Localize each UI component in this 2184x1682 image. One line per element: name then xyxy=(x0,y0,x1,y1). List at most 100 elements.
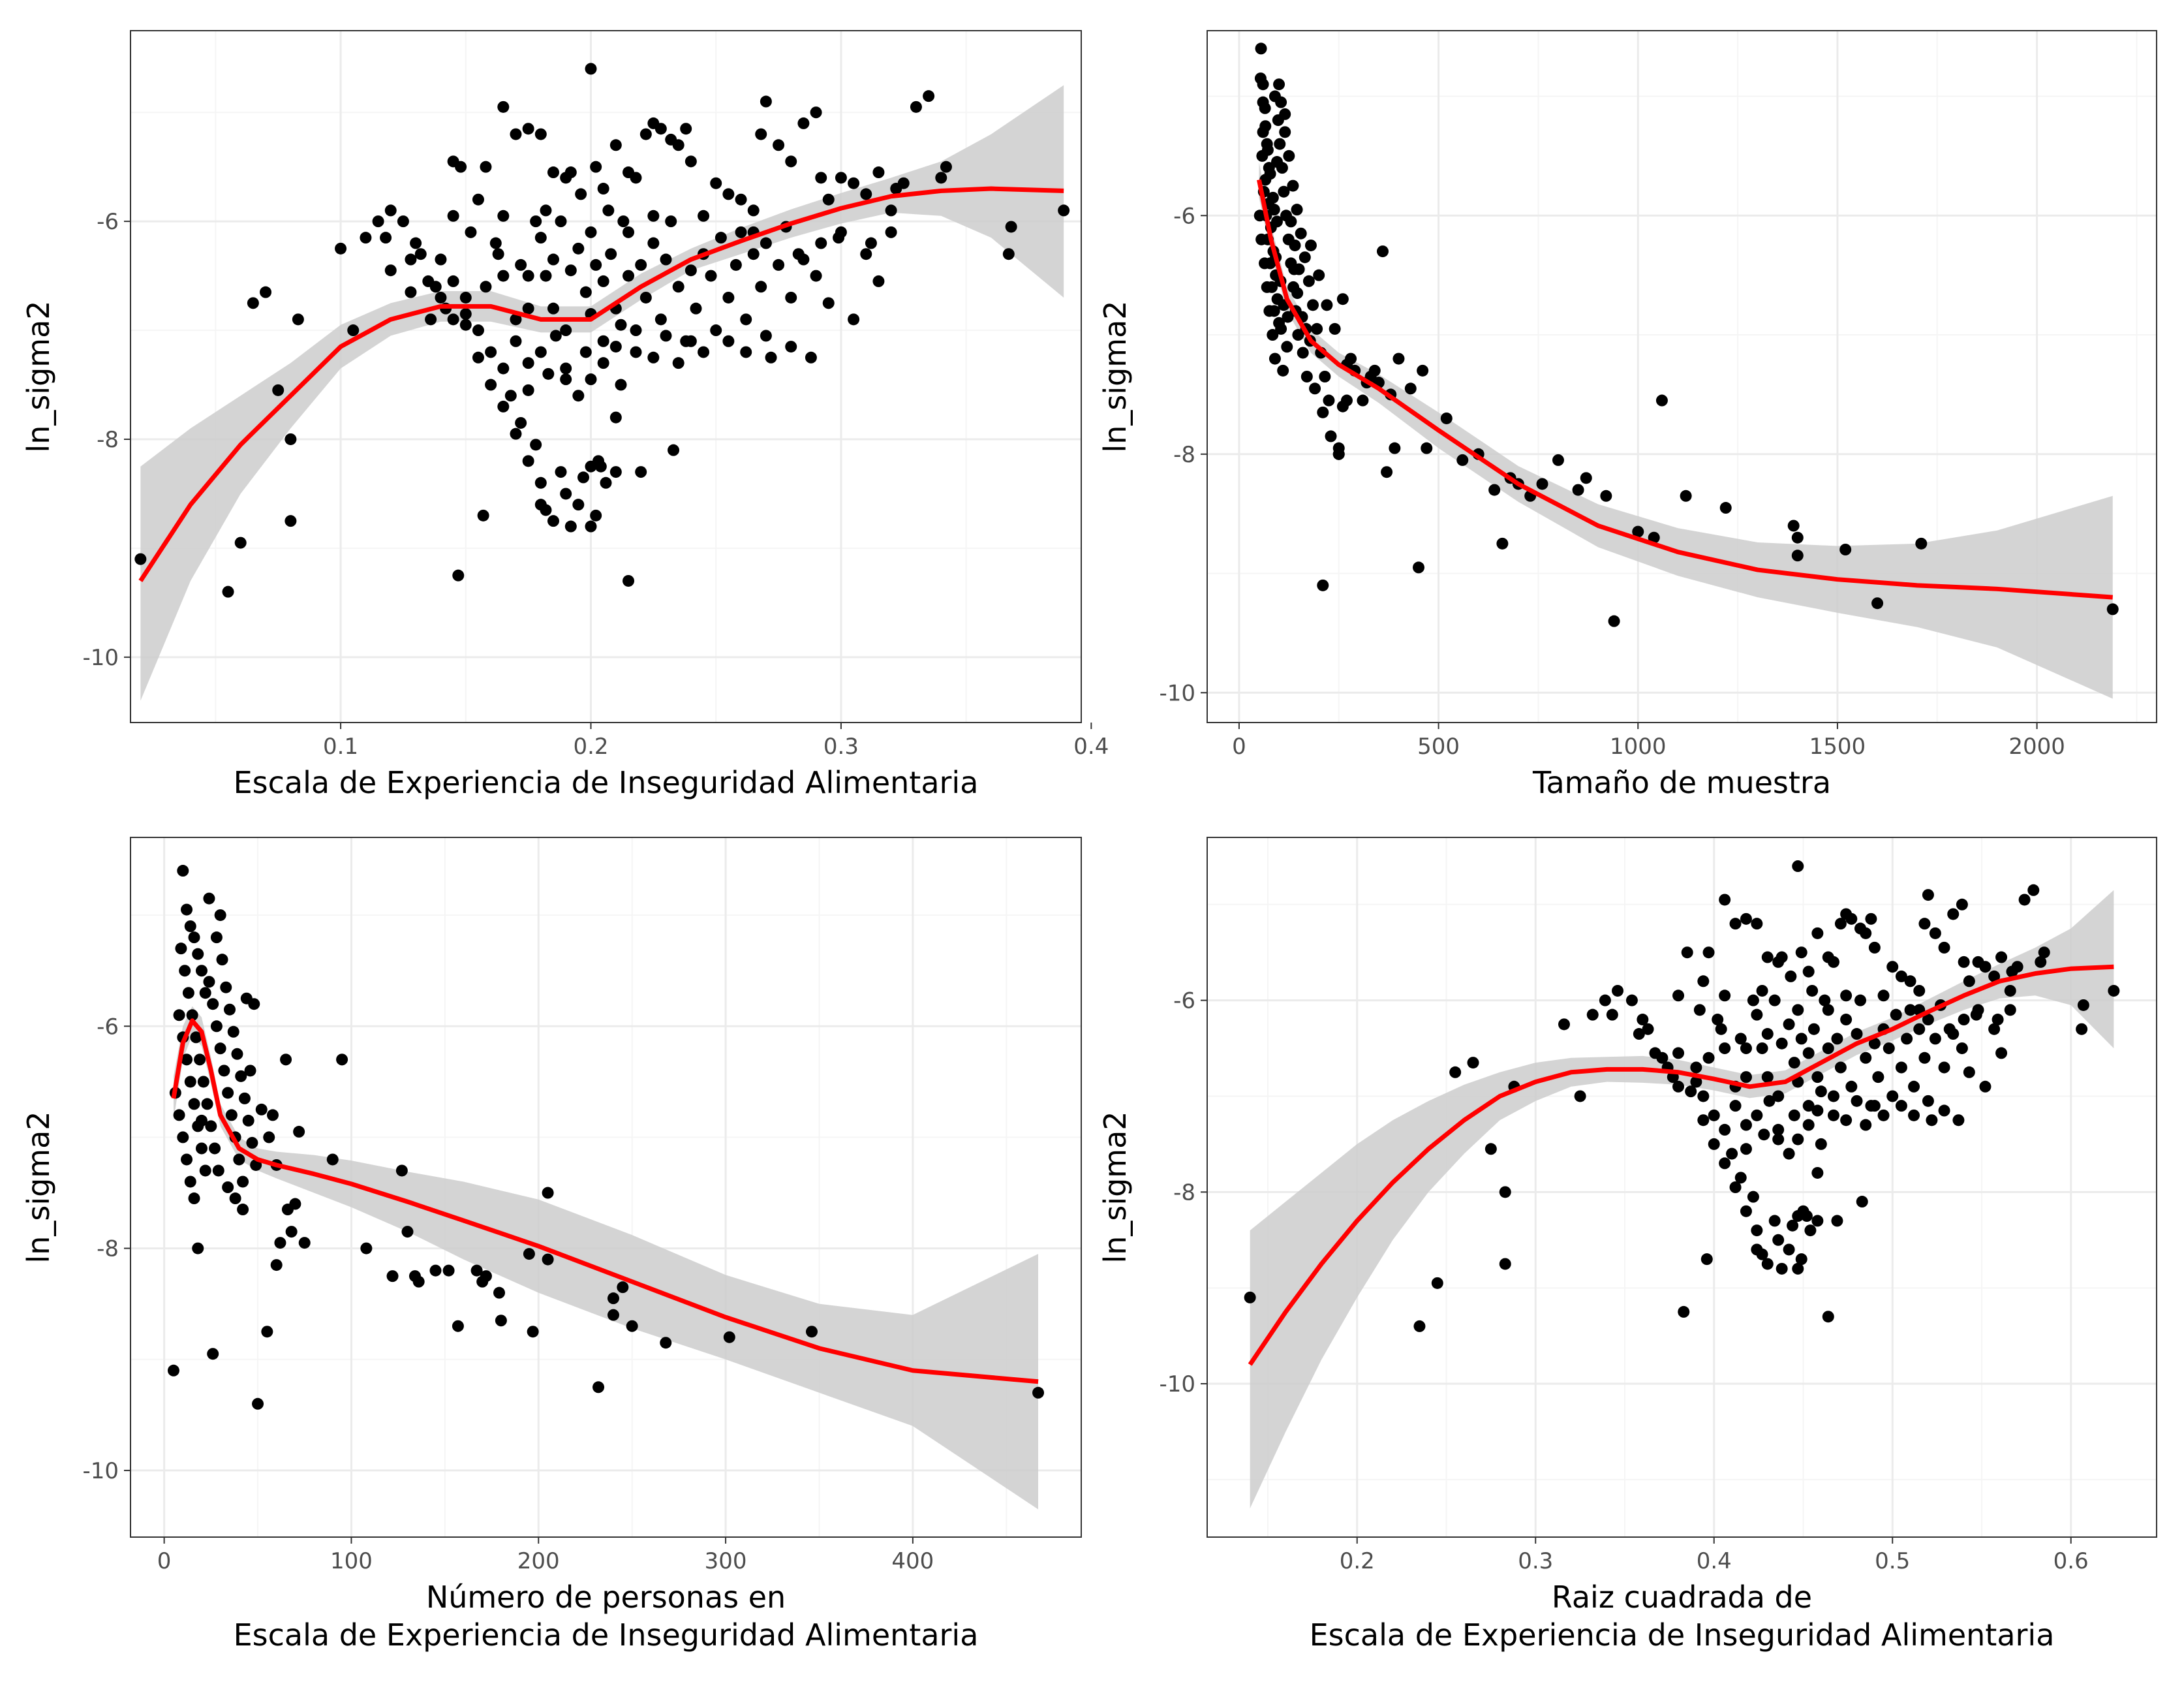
data-point xyxy=(1868,1100,1881,1112)
data-point xyxy=(785,341,797,353)
data-point xyxy=(1413,561,1425,574)
data-point xyxy=(199,1164,211,1177)
data-point xyxy=(1259,120,1272,132)
data-point xyxy=(1032,1386,1045,1399)
data-point xyxy=(233,1153,245,1166)
data-point xyxy=(360,232,372,244)
data-point xyxy=(1313,269,1325,281)
x-axis-title: Número de personas en xyxy=(426,1580,786,1615)
data-point xyxy=(472,324,484,337)
data-point xyxy=(477,509,489,522)
data-point xyxy=(835,172,847,184)
data-point xyxy=(214,909,226,922)
data-point xyxy=(497,270,510,282)
x-tick-label: 0.4 xyxy=(1697,1548,1732,1574)
data-point xyxy=(2027,884,2040,896)
data-point xyxy=(1321,299,1333,311)
data-point xyxy=(592,455,604,467)
data-point xyxy=(1681,946,1693,959)
data-point xyxy=(2076,1023,2088,1035)
data-point xyxy=(523,1248,535,1260)
data-point xyxy=(1871,597,1884,610)
data-point xyxy=(522,270,534,282)
data-point xyxy=(1279,108,1291,120)
data-point xyxy=(1822,1042,1834,1055)
data-point xyxy=(1895,1061,1907,1074)
data-point xyxy=(455,161,467,173)
data-point xyxy=(1904,1004,1916,1016)
data-point xyxy=(1499,1186,1511,1198)
data-point xyxy=(231,1048,243,1060)
data-point xyxy=(1795,946,1807,959)
data-point xyxy=(555,215,567,228)
data-point xyxy=(1795,1253,1807,1266)
data-point xyxy=(1719,989,1731,1002)
y-tick-label: -10 xyxy=(1159,1371,1195,1397)
data-point xyxy=(1712,1014,1724,1026)
data-point xyxy=(515,416,527,429)
panel-1: 0.1 0.2 0.3 0.4 -10 -8 -6 Escala de Experiencia… xyxy=(21,30,1109,800)
data-point xyxy=(205,1120,217,1132)
data-point xyxy=(530,215,542,228)
data-point xyxy=(2004,984,2016,997)
data-point xyxy=(1811,927,1824,939)
data-point xyxy=(429,1264,442,1277)
data-point xyxy=(1783,1147,1795,1160)
data-point xyxy=(1488,484,1501,496)
data-point xyxy=(1783,1243,1795,1256)
data-point xyxy=(805,351,817,364)
data-point xyxy=(1851,1095,1863,1107)
data-point xyxy=(715,232,727,244)
data-point xyxy=(1772,1234,1785,1246)
data-point xyxy=(1776,1262,1788,1275)
data-point xyxy=(1685,1085,1697,1098)
data-point xyxy=(542,1253,554,1266)
data-point xyxy=(1633,1028,1645,1040)
data-point xyxy=(710,324,722,337)
y-tick-label: -8 xyxy=(97,427,119,453)
data-point xyxy=(1278,185,1290,198)
data-point xyxy=(822,193,835,206)
data-point xyxy=(680,123,692,135)
data-point xyxy=(1963,1066,1975,1078)
data-point xyxy=(1922,1014,1934,1026)
data-point xyxy=(1381,466,1393,478)
data-point xyxy=(1868,941,1881,954)
data-point xyxy=(585,520,597,533)
data-point xyxy=(1263,305,1276,317)
data-point xyxy=(1791,550,1804,562)
data-point xyxy=(1795,1033,1807,1045)
data-point xyxy=(1740,1042,1752,1055)
data-point xyxy=(1922,889,1934,901)
data-point xyxy=(1761,1258,1774,1270)
data-point xyxy=(1772,1090,1785,1102)
data-point xyxy=(1289,239,1301,251)
data-point xyxy=(860,248,872,260)
data-point xyxy=(1697,1114,1710,1127)
data-point xyxy=(579,286,592,298)
smooth-line xyxy=(1248,964,2114,1366)
data-point xyxy=(773,258,785,271)
data-point xyxy=(1865,912,1877,925)
data-point xyxy=(397,215,409,228)
panel-4: 0.2 0.3 0.4 0.5 0.6 -10 -8 -6 Raiz cuadrada deEs… xyxy=(1098,837,2157,1653)
data-point xyxy=(1729,1181,1742,1193)
data-point xyxy=(522,302,534,315)
data-point xyxy=(1672,1080,1685,1093)
data-point xyxy=(1719,894,1731,906)
data-point xyxy=(1702,946,1715,959)
data-point xyxy=(1376,245,1389,258)
data-point xyxy=(280,1053,292,1066)
data-point xyxy=(698,210,710,222)
data-point xyxy=(470,1264,483,1277)
data-point xyxy=(2038,946,2050,959)
data-point xyxy=(1926,1114,1938,1127)
data-point xyxy=(1761,1028,1774,1040)
data-point xyxy=(1915,537,1928,550)
data-point xyxy=(710,177,722,189)
data-point xyxy=(597,335,609,347)
data-point xyxy=(1678,1305,1690,1318)
data-point xyxy=(1005,221,1017,233)
data-point xyxy=(227,1025,239,1038)
panel-border xyxy=(1207,837,2157,1538)
